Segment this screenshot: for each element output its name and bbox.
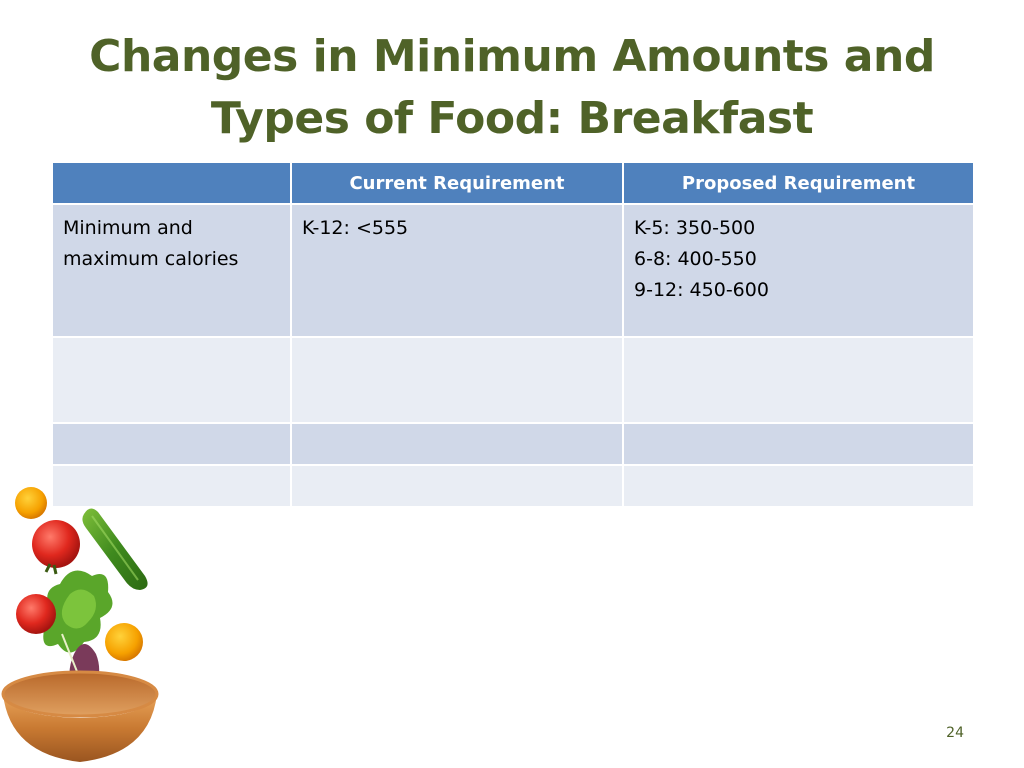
wooden-bowl-icon xyxy=(1,670,159,762)
table-row xyxy=(51,336,975,424)
current-value: K-12: <555 xyxy=(302,217,409,239)
cell-item: Minimum and maximum calories xyxy=(51,203,292,338)
table-row xyxy=(51,422,975,466)
table-row: Minimum and maximum calories K-12: <555 … xyxy=(51,203,975,338)
cell-item xyxy=(51,464,292,508)
orange-icon xyxy=(105,623,143,661)
fruit-bowl-illustration xyxy=(1,487,159,762)
proposed-line: 9-12: 450-600 xyxy=(634,279,769,301)
cell-proposed: K-5: 350-500 6-8: 400-550 9-12: 450-600 xyxy=(622,203,975,338)
page-number: 24 xyxy=(946,725,964,741)
item-line: Minimum and xyxy=(63,217,193,239)
cell-item xyxy=(51,336,292,424)
tomato-icon xyxy=(16,594,56,634)
title-line-1: Changes in Minimum Amounts and xyxy=(89,31,935,82)
tomato-icon xyxy=(32,520,80,575)
requirements-table: Current Requirement Proposed Requirement… xyxy=(51,161,975,508)
cell-item xyxy=(51,422,292,466)
cell-current xyxy=(290,336,624,424)
cell-proposed xyxy=(622,336,975,424)
cucumber-icon xyxy=(82,508,148,590)
cell-proposed xyxy=(622,464,975,508)
item-line: maximum calories xyxy=(63,248,239,270)
proposed-line: K-5: 350-500 xyxy=(634,217,756,239)
cell-current: K-12: <555 xyxy=(290,203,624,338)
title-line-2: Types of Food: Breakfast xyxy=(210,93,814,144)
cell-current xyxy=(290,464,624,508)
slide-title: Changes in Minimum Amounts and Types of … xyxy=(40,26,984,150)
header-item xyxy=(51,161,292,205)
header-current-requirement: Current Requirement xyxy=(290,161,624,205)
table-row xyxy=(51,464,975,508)
table-header-row: Current Requirement Proposed Requirement xyxy=(51,161,975,205)
orange-icon xyxy=(15,487,47,519)
cell-proposed xyxy=(622,422,975,466)
cell-current xyxy=(290,422,624,466)
proposed-line: 6-8: 400-550 xyxy=(634,248,757,270)
header-proposed-requirement: Proposed Requirement xyxy=(622,161,975,205)
